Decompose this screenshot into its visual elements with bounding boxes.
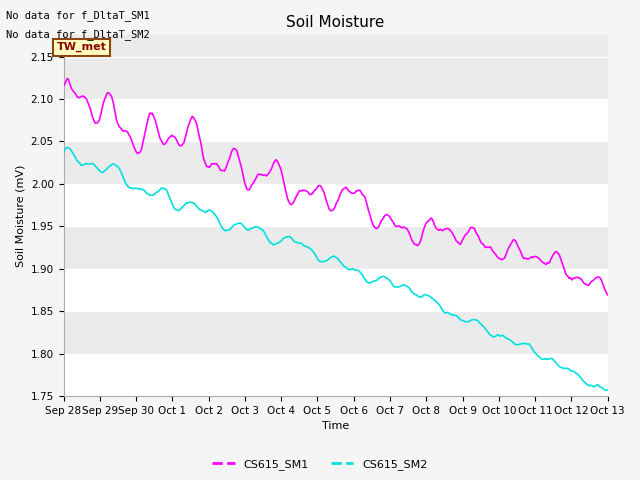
CS615_SM1 xyxy=(154,129,162,134)
X-axis label: Time: Time xyxy=(322,421,349,432)
CS615_SM2 xyxy=(63,144,71,150)
Bar xyxy=(63,99,608,142)
CS615_SM1 xyxy=(292,194,300,200)
Text: TW_met: TW_met xyxy=(57,42,107,52)
Title: Soil Moisture: Soil Moisture xyxy=(287,15,385,30)
CS615_SM2 xyxy=(534,354,542,360)
Bar xyxy=(63,269,608,311)
Y-axis label: Soil Moisture (mV): Soil Moisture (mV) xyxy=(15,165,25,267)
CS615_SM2 xyxy=(60,148,67,154)
CS615_SM1 xyxy=(122,128,130,134)
Text: No data for f_DltaT_SM2: No data for f_DltaT_SM2 xyxy=(6,29,150,40)
CS615_SM2 xyxy=(269,241,276,247)
Line: CS615_SM1: CS615_SM1 xyxy=(63,79,608,295)
CS615_SM1 xyxy=(604,292,612,298)
Bar xyxy=(63,354,608,396)
CS615_SM2 xyxy=(122,180,130,186)
CS615_SM2 xyxy=(602,387,609,393)
CS615_SM1 xyxy=(534,255,542,261)
CS615_SM2 xyxy=(154,189,162,194)
Text: No data for f_DltaT_SM1: No data for f_DltaT_SM1 xyxy=(6,10,150,21)
CS615_SM2 xyxy=(593,382,601,388)
CS615_SM2 xyxy=(292,240,300,245)
CS615_SM1 xyxy=(593,274,601,280)
Legend: CS615_SM1, CS615_SM2: CS615_SM1, CS615_SM2 xyxy=(208,455,432,474)
Bar xyxy=(63,184,608,227)
CS615_SM2 xyxy=(604,387,612,393)
CS615_SM1 xyxy=(64,76,72,82)
CS615_SM1 xyxy=(269,163,276,169)
CS615_SM1 xyxy=(60,83,67,89)
Line: CS615_SM2: CS615_SM2 xyxy=(63,147,608,390)
